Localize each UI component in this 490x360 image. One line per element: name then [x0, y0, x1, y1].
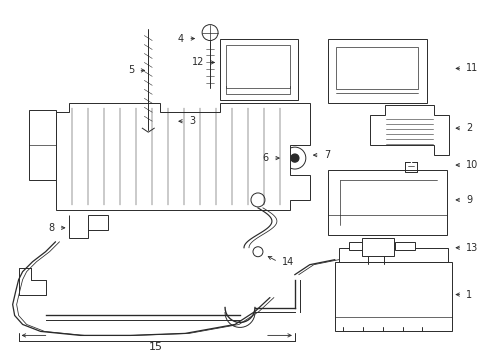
Text: 9: 9	[466, 195, 472, 205]
Text: 13: 13	[466, 243, 479, 253]
Bar	[28, 110, 55, 180]
Text: 12: 12	[192, 58, 204, 67]
Text: 10: 10	[466, 160, 479, 170]
Text: 14: 14	[282, 257, 294, 267]
Text: 15: 15	[149, 342, 163, 352]
Bar	[226, 45, 290, 88]
Bar	[336, 46, 417, 89]
Text: 5: 5	[128, 66, 134, 76]
Polygon shape	[69, 215, 108, 238]
Text: 4: 4	[178, 33, 184, 44]
Bar	[220, 39, 298, 100]
Text: 8: 8	[49, 223, 54, 233]
Text: 2: 2	[466, 123, 473, 133]
Bar	[328, 170, 447, 235]
Polygon shape	[55, 103, 310, 210]
Bar	[394, 242, 415, 250]
Bar	[328, 39, 427, 103]
Text: 1: 1	[466, 289, 472, 300]
Bar	[362, 238, 393, 256]
Bar	[148, 113, 174, 129]
Bar	[349, 242, 368, 250]
Text: 3: 3	[189, 116, 196, 126]
Text: 11: 11	[466, 63, 479, 73]
Bar	[335, 262, 452, 332]
Text: 7: 7	[324, 150, 330, 160]
Bar	[339, 248, 448, 262]
Circle shape	[291, 154, 299, 162]
Text: 6: 6	[263, 153, 269, 163]
Polygon shape	[369, 105, 449, 155]
